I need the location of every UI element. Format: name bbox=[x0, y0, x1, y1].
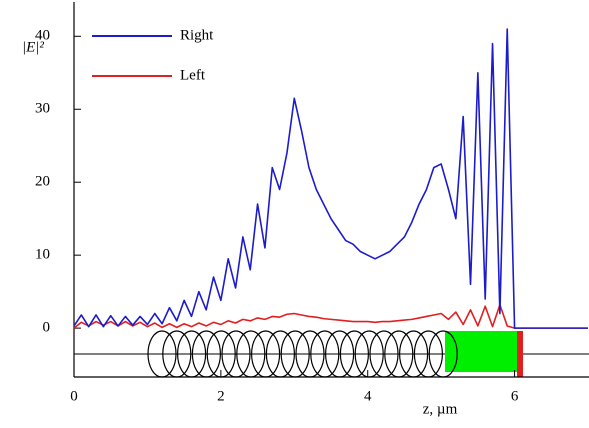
x-tick-label: 0 bbox=[70, 388, 78, 404]
series-line bbox=[73, 303, 588, 329]
y-tick-label: 40 bbox=[35, 28, 50, 44]
x-axis-label: z, µm bbox=[423, 401, 458, 417]
structure-diagram bbox=[74, 330, 589, 378]
y-tick-label: 0 bbox=[43, 320, 51, 336]
x-tick-label: 2 bbox=[217, 388, 225, 404]
legend-label: Left bbox=[180, 67, 206, 83]
series-line bbox=[73, 28, 588, 329]
legend-label: Right bbox=[180, 27, 214, 43]
y-axis-label: |E|² bbox=[22, 39, 44, 55]
y-tick-label: 20 bbox=[35, 174, 50, 190]
x-tick-label: 6 bbox=[511, 388, 519, 404]
y-tick-label: 30 bbox=[35, 101, 50, 117]
red-layer bbox=[517, 331, 523, 377]
y-tick-label: 10 bbox=[35, 247, 50, 263]
x-tick-label: 4 bbox=[364, 388, 372, 404]
